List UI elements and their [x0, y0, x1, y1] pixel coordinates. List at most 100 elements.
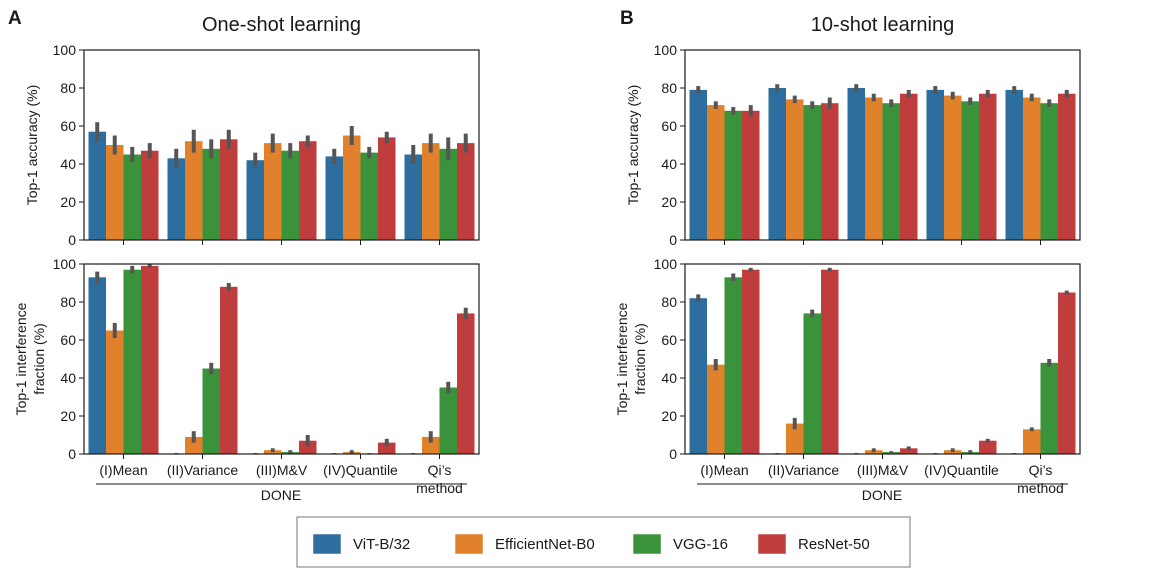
x-tick-label: Qi’s method: [416, 462, 463, 496]
bar: [707, 364, 725, 454]
x-tick-label-line: (II)Variance: [768, 462, 840, 478]
x-tick-label-line: (I)Mean: [99, 462, 147, 478]
x-tick-label: (IV)Quantile: [924, 462, 999, 478]
legend-swatch: [454, 533, 484, 555]
bar: [343, 135, 361, 240]
y-axis-label-line: fraction (%): [632, 323, 648, 395]
chart-a-accuracy: One-shot learning 0 20 40 60 80 100 Top-1 accur…: [24, 14, 480, 248]
y-tick-label: 0: [669, 446, 677, 462]
x-tick-label: (III)M&V: [857, 462, 909, 478]
bar: [926, 89, 944, 241]
legend-swatch: [312, 533, 342, 555]
x-tick-label-line: method: [1017, 480, 1064, 496]
y-tick-label: 100: [654, 42, 678, 58]
done-label: DONE: [862, 487, 902, 503]
x-tick-label-line: (III)M&V: [256, 462, 308, 478]
bar: [1023, 97, 1041, 240]
bar: [246, 160, 264, 240]
y-tick-label: 80: [60, 80, 76, 96]
x-tick-label-line: method: [416, 480, 463, 496]
bar: [847, 88, 865, 240]
chart-title: 10-shot learning: [811, 14, 954, 36]
y-tick-label: 80: [661, 80, 677, 96]
bar: [803, 313, 821, 454]
bar: [220, 139, 238, 240]
legend: ViT-B/32 EfficientNet-B0 VGG-16 ResNet-50: [296, 516, 911, 568]
bar: [167, 158, 185, 240]
y-tick-label: 100: [53, 256, 77, 272]
legend-label: ViT-B/32: [353, 536, 410, 553]
x-tick-label: (II)Variance: [768, 462, 840, 478]
y-axis-label: Top-1 interference fraction (%): [13, 302, 47, 415]
bar: [689, 89, 707, 241]
bar: [88, 131, 106, 240]
bar: [724, 277, 742, 454]
legend-frame: [296, 516, 911, 568]
y-tick-label: 20: [60, 194, 76, 210]
bar: [202, 368, 220, 454]
done-label: DONE: [261, 487, 301, 503]
y-tick-label: 60: [661, 332, 677, 348]
y-tick-label: 80: [661, 294, 677, 310]
x-tick-label-line: Qi’s: [428, 462, 452, 478]
bar: [1040, 362, 1058, 454]
panel-letter-b: B: [620, 8, 634, 29]
bar: [1005, 89, 1023, 241]
bar: [724, 110, 742, 240]
bar: [202, 148, 220, 240]
bar: [768, 88, 786, 240]
bar: [821, 269, 839, 454]
done-group-b: DONE: [697, 483, 1068, 503]
x-tick-label-line: (IV)Quantile: [323, 462, 398, 478]
x-tick-label-line: (IV)Quantile: [924, 462, 999, 478]
x-tick-label: (II)Variance: [167, 462, 239, 478]
bar: [220, 286, 238, 454]
bar: [1058, 292, 1076, 454]
x-tick-label: (I)Mean: [700, 462, 748, 478]
bar: [123, 269, 141, 454]
y-tick-label: 100: [654, 256, 678, 272]
bar: [281, 150, 299, 240]
bar: [865, 97, 883, 240]
bar: [88, 277, 106, 454]
y-tick-label: 40: [661, 156, 677, 172]
x-tick-label-line: (II)Variance: [167, 462, 239, 478]
bar: [786, 423, 804, 454]
chart-b-interference: 0 20 40 60 80 100 Top-1 interference fraction (…: [614, 256, 1081, 496]
y-tick-label: 40: [60, 156, 76, 172]
bar: [944, 95, 962, 240]
y-axis-label-line: Top-1 interference: [13, 302, 29, 415]
y-tick-label: 60: [60, 332, 76, 348]
bar: [882, 103, 900, 240]
chart-a-interference: 0 20 40 60 80 100 Top-1 interference fraction (…: [13, 256, 480, 496]
legend-swatch: [632, 533, 662, 555]
y-tick-label: 20: [661, 408, 677, 424]
x-tick-label-line: (I)Mean: [700, 462, 748, 478]
bar: [742, 110, 760, 240]
bar: [457, 313, 475, 454]
y-tick-label: 100: [53, 42, 77, 58]
x-tick-label: (IV)Quantile: [323, 462, 398, 478]
bar: [378, 137, 396, 240]
bar: [979, 93, 997, 240]
bar: [106, 145, 124, 240]
chart-title: One-shot learning: [202, 14, 361, 36]
y-axis-label: Top-1 accuracy (%): [625, 85, 641, 206]
bar: [123, 154, 141, 240]
y-axis-label: Top-1 accuracy (%): [24, 85, 40, 206]
y-tick-label: 0: [669, 232, 677, 248]
y-tick-label: 20: [60, 408, 76, 424]
y-tick-label: 60: [60, 118, 76, 134]
bar: [961, 101, 979, 240]
x-tick-label: (I)Mean: [99, 462, 147, 478]
y-tick-label: 0: [68, 446, 76, 462]
bar: [185, 436, 203, 454]
bar: [422, 143, 440, 240]
y-tick-label: 60: [661, 118, 677, 134]
bar: [404, 154, 422, 240]
panel-letter-a: A: [8, 8, 22, 29]
y-axis-label: Top-1 interference fraction (%): [614, 302, 648, 415]
bar: [185, 141, 203, 240]
y-tick-label: 40: [60, 370, 76, 386]
